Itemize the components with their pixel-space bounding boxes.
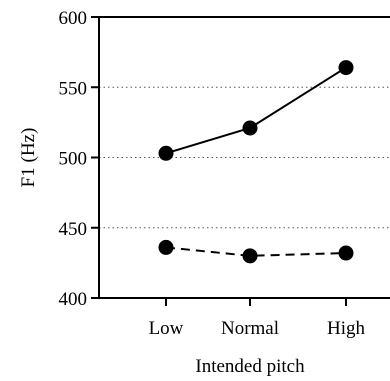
- data-point: [242, 248, 258, 264]
- y-tick-label: 550: [59, 78, 88, 99]
- y-tick-label: 450: [59, 219, 88, 240]
- data-point: [158, 239, 174, 255]
- y-tick-label: 600: [59, 8, 88, 29]
- y-tick-label: 400: [59, 289, 88, 310]
- series-line: [165, 66, 347, 155]
- x-ticks: Low Normal High: [149, 298, 366, 339]
- series-1: [158, 60, 354, 161]
- x-tick-label: Normal: [221, 318, 279, 339]
- data-point: [242, 120, 258, 136]
- data-point: [158, 145, 174, 161]
- y-ticks: 400 450 500 550 600: [59, 8, 99, 310]
- series: [158, 60, 354, 264]
- y-tick-label: 500: [59, 149, 88, 170]
- x-tick-label: High: [327, 318, 366, 339]
- data-point: [338, 60, 354, 76]
- x-tick-label: Low: [149, 318, 184, 339]
- data-point: [338, 245, 354, 261]
- series-2: [158, 239, 354, 264]
- x-axis-title: Intended pitch: [195, 356, 305, 377]
- grid-lines: [99, 86, 390, 229]
- y-axis-title: F1 (Hz): [18, 128, 39, 188]
